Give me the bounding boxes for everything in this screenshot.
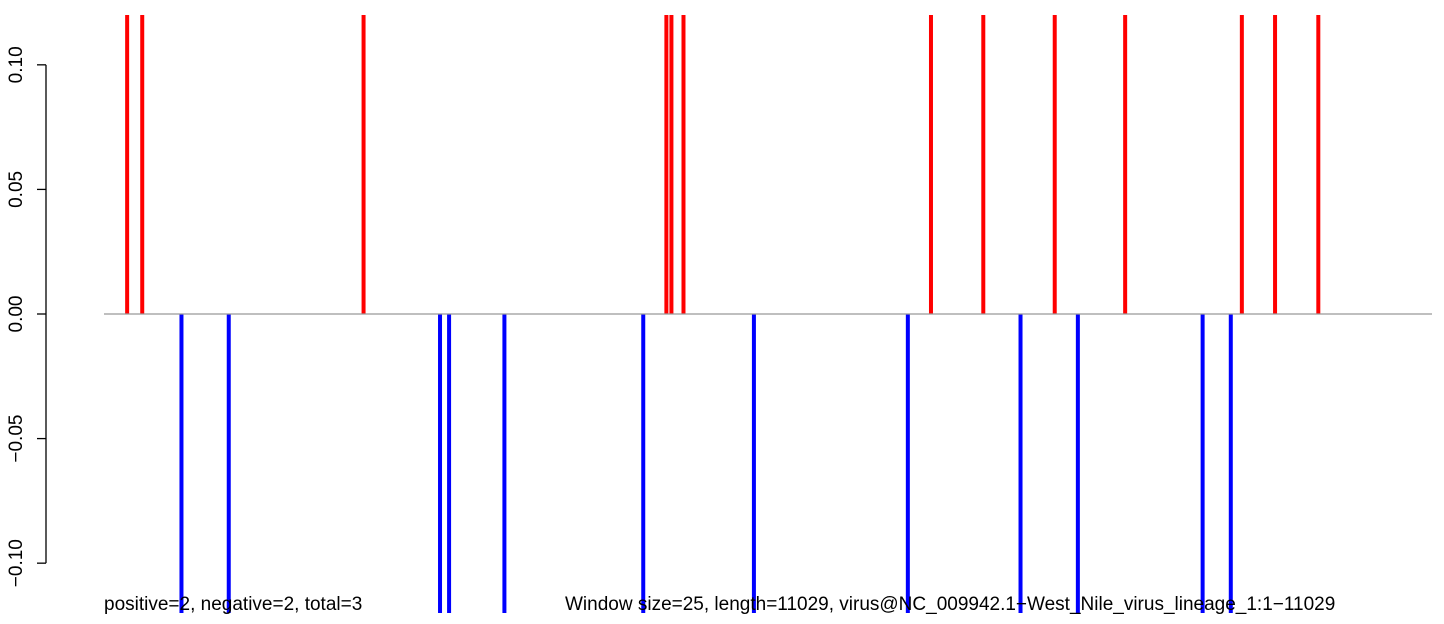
y-tick-label-4: 0.10 [6,46,27,83]
counts-summary: positive=2, negative=2, total=3 [104,594,363,615]
y-tick-label-1: −0.05 [6,415,27,463]
bars-layer [125,15,1321,613]
window-info: Window size=25, length=11029, virus@NC_0… [565,594,1336,615]
y-tick-label-3: 0.05 [6,171,27,208]
y-axis: −0.10 −0.05 0.00 0.05 0.10 [6,46,47,587]
y-tick-label-0: −0.10 [6,539,27,587]
y-tick-label-2: 0.00 [6,296,27,333]
